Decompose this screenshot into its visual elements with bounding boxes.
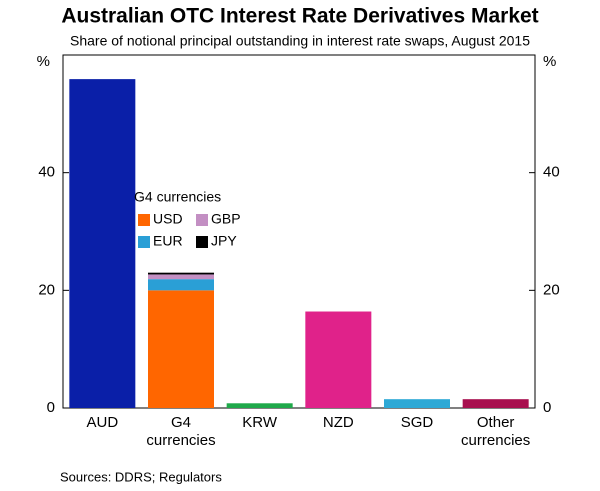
x-tick-label: NZD: [322, 414, 354, 431]
bar-segment: [148, 274, 214, 280]
x-tick-label: SGD: [400, 414, 434, 431]
legend-swatch: [138, 214, 150, 226]
x-tick-label: KRW: [242, 414, 278, 431]
bar-segment: [148, 272, 214, 275]
bar-segment: [148, 290, 214, 408]
legend-swatch: [196, 236, 208, 248]
bar: [69, 79, 136, 408]
source-note: Sources: DDRS; Regulators: [60, 469, 222, 484]
legend-label: GBP: [211, 211, 241, 227]
y-tick-label-left: 40: [38, 164, 55, 181]
chart-title: Australian OTC Interest Rate Derivatives…: [61, 5, 538, 28]
legend-label: USD: [153, 211, 183, 227]
x-tick-label: AUD: [86, 414, 119, 431]
plot-frame: [62, 54, 536, 409]
bar: [305, 311, 372, 408]
bar: [462, 399, 529, 408]
x-tick-label: Other currencies: [461, 414, 531, 449]
y-tick-label-right: 20: [543, 281, 560, 298]
y-tick-label-left: 0: [47, 399, 55, 416]
y-tick-label-right: 40: [543, 164, 560, 181]
y-tick-label-right: 0: [543, 399, 551, 416]
y-tick-label-left: 20: [38, 281, 55, 298]
chart-subtitle: Share of notional principal outstanding …: [70, 33, 530, 49]
legend-label: JPY: [211, 233, 237, 249]
legend-swatch: [196, 214, 208, 226]
legend-label: EUR: [153, 233, 183, 249]
bar: [384, 399, 450, 408]
y-unit-left: %: [37, 53, 50, 70]
bar: [226, 403, 293, 408]
x-tick-label: G4 currencies: [146, 414, 216, 449]
legend-swatch: [138, 236, 150, 248]
legend-title: G4 currencies: [134, 189, 221, 205]
bar-segment: [148, 279, 214, 291]
y-unit-right: %: [543, 53, 556, 70]
